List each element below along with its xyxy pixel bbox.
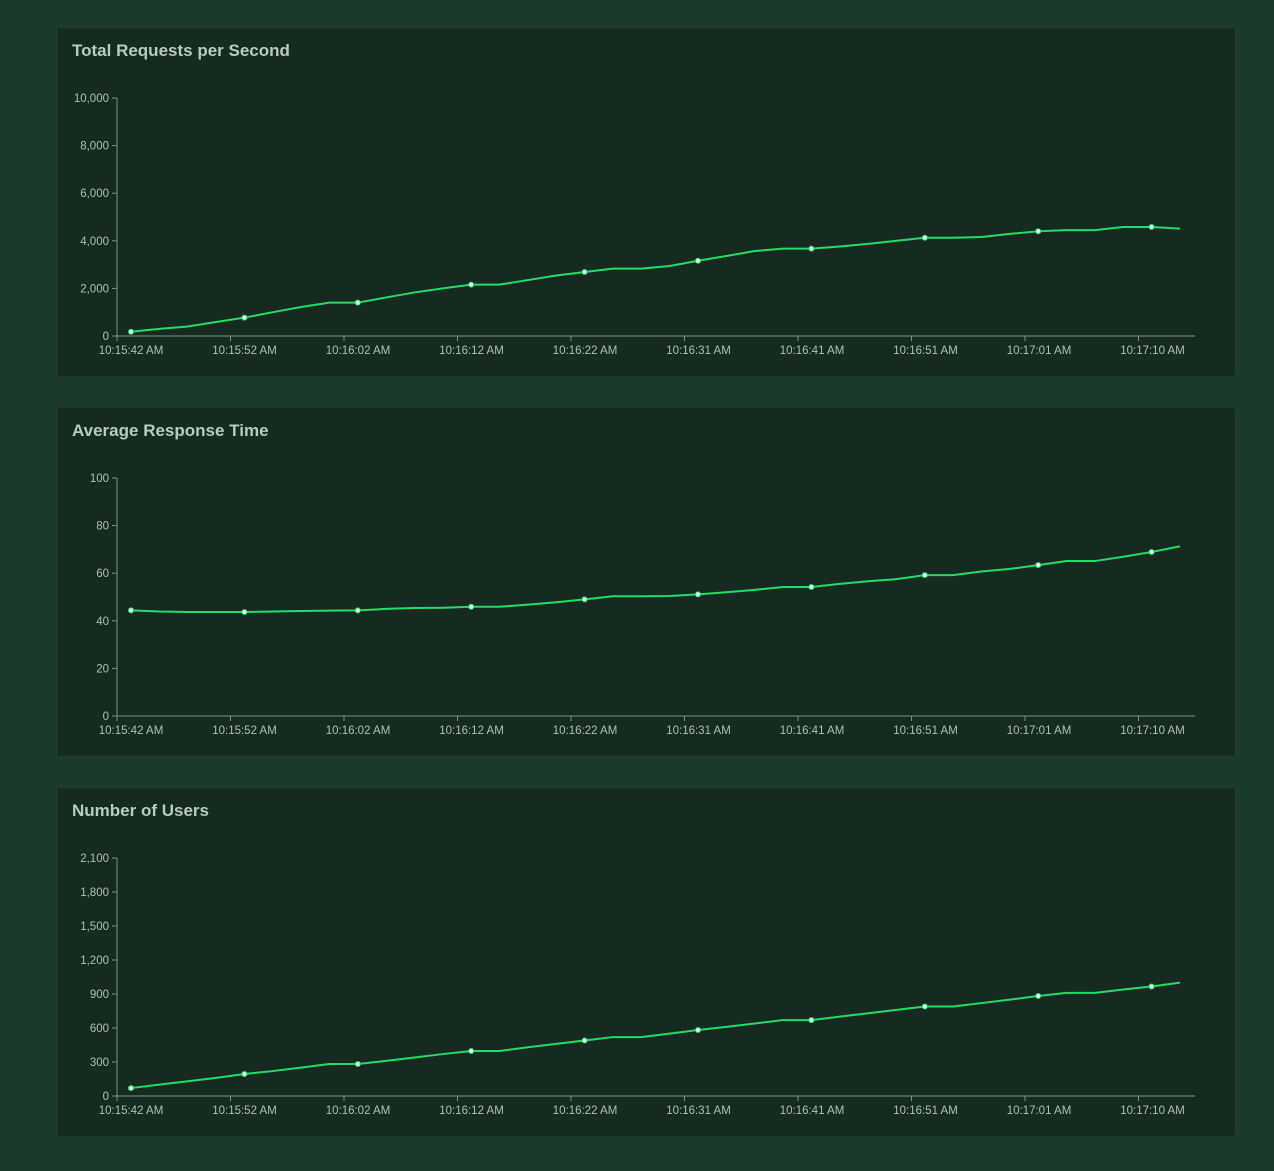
chart-requests: 0 2,000 4,000 6,000 8,000 10,000 10:15:42 AM 10… bbox=[74, 93, 1195, 357]
data-point bbox=[241, 608, 248, 615]
y-tick-label: 1,200 bbox=[80, 955, 109, 967]
x-tick-label: 10:16:02 AM bbox=[326, 725, 391, 737]
x-tick-label: 10:17:01 AM bbox=[1007, 345, 1072, 357]
x-tick-label: 10:17:10 AM bbox=[1120, 1105, 1185, 1117]
x-tick-label: 10:16:22 AM bbox=[553, 345, 618, 357]
data-point bbox=[808, 245, 815, 252]
x-tick-label: 10:17:01 AM bbox=[1007, 1105, 1072, 1117]
x-tick-label: 10:15:42 AM bbox=[99, 725, 164, 737]
x-tick-label: 10:16:31 AM bbox=[666, 725, 731, 737]
y-tick-label: 300 bbox=[90, 1057, 109, 1069]
x-tick-label: 10:16:41 AM bbox=[780, 725, 845, 737]
data-point bbox=[468, 1048, 475, 1055]
x-tick-label: 10:16:51 AM bbox=[893, 1105, 958, 1117]
chart-users: 0 300 600 900 1,200 1,500 1,800 2,100 10:15:42 A… bbox=[80, 853, 1195, 1117]
chart-title: Total Requests per Second bbox=[72, 41, 290, 60]
data-point bbox=[468, 603, 475, 610]
x-tick-label: 10:17:10 AM bbox=[1120, 725, 1185, 737]
data-point bbox=[581, 268, 588, 275]
chart-title: Average Response Time bbox=[72, 421, 269, 440]
data-point bbox=[1148, 549, 1155, 556]
data-point bbox=[1035, 993, 1042, 1000]
data-point bbox=[1035, 562, 1042, 569]
data-point bbox=[1148, 983, 1155, 990]
chart-title: Number of Users bbox=[72, 801, 209, 820]
x-tick-label: 10:16:12 AM bbox=[439, 345, 504, 357]
data-point bbox=[808, 1017, 815, 1024]
x-tick-label: 10:16:51 AM bbox=[893, 345, 958, 357]
x-tick-label: 10:16:31 AM bbox=[666, 1105, 731, 1117]
y-tick-label: 1,500 bbox=[80, 921, 109, 933]
series-line bbox=[130, 545, 1181, 613]
x-tick-label: 10:16:51 AM bbox=[893, 725, 958, 737]
x-tick-label: 10:16:41 AM bbox=[780, 345, 845, 357]
y-tick-label: 0 bbox=[103, 1091, 109, 1103]
data-point bbox=[581, 1037, 588, 1044]
chart-response-time: 0 20 40 60 80 100 10:15:42 AM 10:15:52 AM 10:16:… bbox=[90, 473, 1195, 737]
x-tick-label: 10:16:12 AM bbox=[439, 1105, 504, 1117]
y-tick-label: 4,000 bbox=[80, 236, 109, 248]
x-tick-label: 10:15:52 AM bbox=[212, 1105, 277, 1117]
chart-panel-requests: Total Requests per Second 0 2,000 4,000 6,0… bbox=[57, 27, 1236, 377]
y-tick-label: 100 bbox=[90, 473, 109, 485]
data-point bbox=[921, 572, 928, 579]
y-tick-label: 600 bbox=[90, 1023, 109, 1035]
data-point bbox=[128, 328, 134, 335]
x-tick-label: 10:16:12 AM bbox=[439, 725, 504, 737]
y-tick-label: 0 bbox=[103, 331, 109, 343]
x-tick-label: 10:16:02 AM bbox=[326, 345, 391, 357]
series-line bbox=[130, 981, 1181, 1090]
data-point bbox=[921, 1003, 928, 1010]
data-point bbox=[695, 257, 701, 264]
x-tick-label: 10:16:41 AM bbox=[780, 1105, 845, 1117]
y-tick-label: 8,000 bbox=[80, 141, 109, 153]
y-tick-label: 2,100 bbox=[80, 853, 109, 865]
y-tick-label: 20 bbox=[96, 663, 109, 675]
x-tick-label: 10:16:22 AM bbox=[553, 725, 618, 737]
data-point bbox=[241, 314, 248, 321]
x-tick-label: 10:15:42 AM bbox=[99, 1105, 164, 1117]
data-point bbox=[468, 281, 475, 288]
chart-panel-response-time: Average Response Time 0 20 40 60 80 100 10:15:… bbox=[57, 407, 1236, 757]
data-point bbox=[128, 607, 134, 614]
data-point bbox=[581, 596, 588, 603]
data-point bbox=[354, 299, 361, 306]
x-tick-label: 10:16:02 AM bbox=[326, 1105, 391, 1117]
x-tick-label: 10:15:52 AM bbox=[212, 345, 277, 357]
x-tick-label: 10:17:01 AM bbox=[1007, 725, 1072, 737]
data-point bbox=[808, 584, 815, 591]
y-tick-label: 60 bbox=[96, 568, 109, 580]
y-tick-label: 40 bbox=[96, 616, 109, 628]
chart-panel-users: Number of Users 0 300 600 900 1,200 1,500 1,80… bbox=[57, 787, 1236, 1137]
x-tick-label: 10:15:42 AM bbox=[99, 345, 164, 357]
data-point bbox=[354, 1061, 361, 1068]
data-point bbox=[921, 234, 928, 241]
y-tick-label: 900 bbox=[90, 989, 109, 1001]
data-point bbox=[1148, 223, 1155, 230]
y-tick-label: 1,800 bbox=[80, 887, 109, 899]
data-point bbox=[128, 1085, 134, 1092]
data-point bbox=[1035, 228, 1042, 235]
y-tick-label: 80 bbox=[96, 521, 109, 533]
y-tick-label: 6,000 bbox=[80, 188, 109, 200]
data-point bbox=[695, 591, 701, 598]
data-point bbox=[241, 1071, 248, 1078]
y-tick-label: 0 bbox=[103, 711, 109, 723]
x-tick-label: 10:15:52 AM bbox=[212, 725, 277, 737]
series-line bbox=[130, 225, 1181, 333]
data-point bbox=[354, 607, 361, 614]
y-tick-label: 10,000 bbox=[74, 93, 109, 105]
y-tick-label: 2,000 bbox=[80, 283, 109, 295]
x-tick-label: 10:17:10 AM bbox=[1120, 345, 1185, 357]
data-point bbox=[695, 1027, 701, 1034]
x-tick-label: 10:16:22 AM bbox=[553, 1105, 618, 1117]
x-tick-label: 10:16:31 AM bbox=[666, 345, 731, 357]
